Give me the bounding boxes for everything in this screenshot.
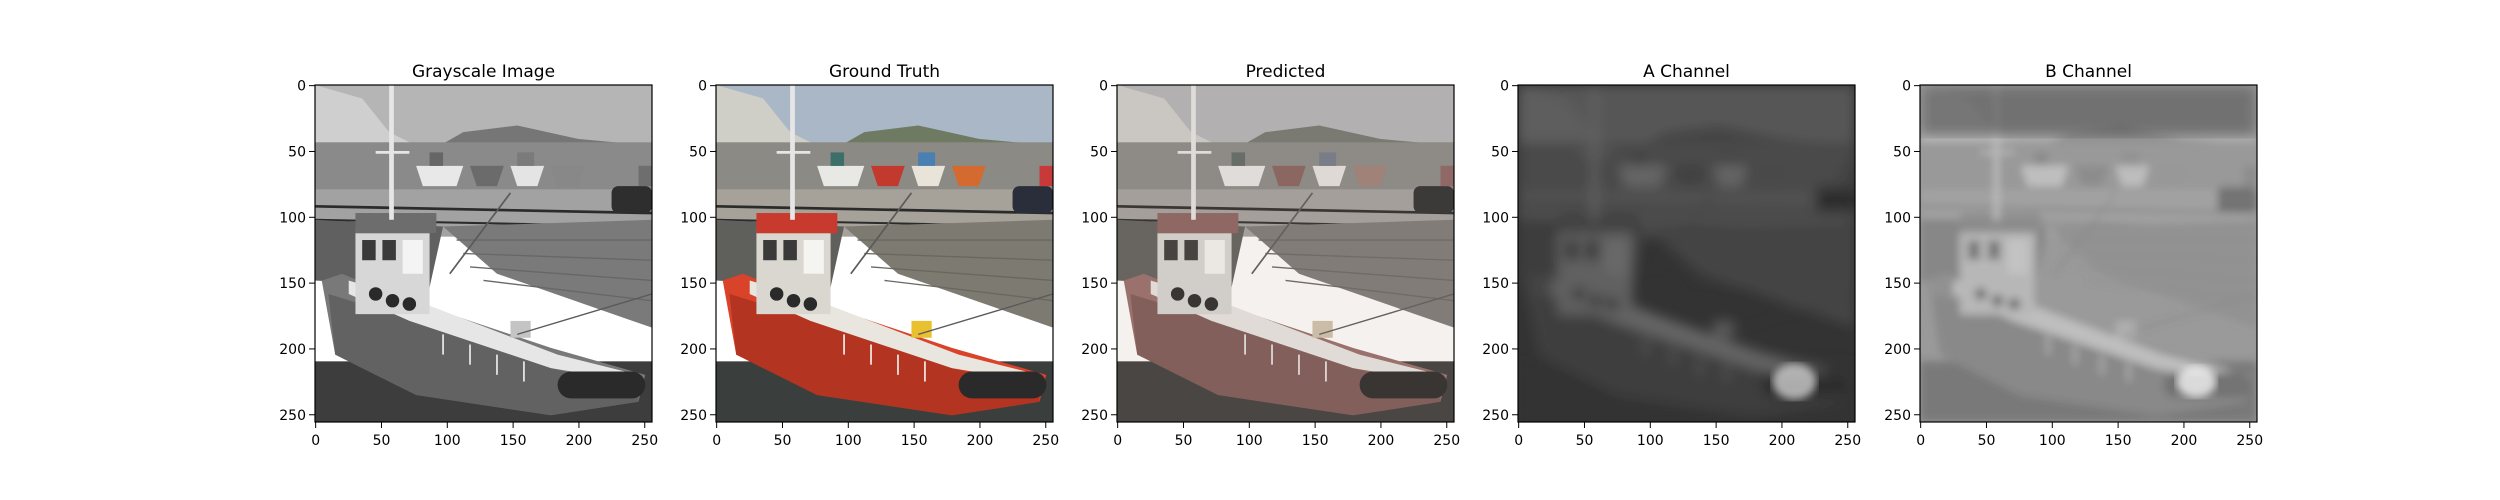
y-tick-label: 250 (279, 408, 306, 424)
x-tick-label: 0 (1916, 433, 1925, 449)
y-tick-label: 50 (1090, 144, 1108, 160)
panel-image (315, 85, 652, 422)
y-tick-label: 0 (1500, 79, 1509, 95)
panel-image (1518, 85, 1855, 422)
panel-color: Ground Truth 0 50 100 150 200 250 0 50 100 150 200 2… (680, 62, 1059, 449)
x-tick-label: 200 (1769, 433, 1796, 449)
x-tick-label: 100 (1236, 433, 1263, 449)
x-tick-label: 200 (967, 433, 994, 449)
panel-pred: Predicted 0 50 100 150 200 250 0 50 100 150 200 250 (1081, 62, 1460, 449)
y-tick-label: 100 (680, 210, 707, 226)
x-tick-label: 150 (2105, 433, 2132, 449)
y-tick-label: 150 (1081, 276, 1108, 292)
x-tick-label: 250 (1433, 433, 1460, 449)
x-tick-label: 150 (1703, 433, 1730, 449)
y-tick-label: 100 (279, 210, 306, 226)
y-tick-label: 150 (1482, 276, 1509, 292)
x-tick-label: 50 (1576, 433, 1594, 449)
axes-frame (314, 84, 653, 423)
panel-chanA: A Channel 0 50 100 150 200 250 0 50 100 150 200 250 (1482, 62, 1861, 449)
x-tick-label: 100 (835, 433, 862, 449)
y-tick-label: 200 (1482, 342, 1509, 358)
y-tick-label: 200 (279, 342, 306, 358)
panel-title: Predicted (1246, 62, 1326, 82)
y-tick-label: 250 (1081, 408, 1108, 424)
panel-chanB: B Channel 0 50 100 150 200 250 0 50 100 150 200 250 (1884, 62, 2263, 449)
y-tick-label: 50 (689, 144, 707, 160)
y-tick-label: 150 (279, 276, 306, 292)
y-tick-label: 0 (1902, 79, 1911, 95)
x-tick-label: 150 (500, 433, 527, 449)
y-tick-label: 150 (1884, 276, 1911, 292)
y-tick-label: 200 (1884, 342, 1911, 358)
y-tick-label: 50 (1491, 144, 1509, 160)
y-tick-label: 100 (1884, 210, 1911, 226)
x-tick-label: 100 (1637, 433, 1664, 449)
panel-image (716, 85, 1053, 422)
x-tick-label: 200 (2171, 433, 2198, 449)
x-tick-label: 50 (774, 433, 792, 449)
x-tick-label: 50 (373, 433, 391, 449)
y-tick-label: 150 (680, 276, 707, 292)
y-tick-label: 0 (297, 79, 306, 95)
y-tick-label: 0 (698, 79, 707, 95)
y-tick-label: 250 (1482, 408, 1509, 424)
x-tick-label: 250 (1032, 433, 1059, 449)
x-tick-label: 150 (901, 433, 928, 449)
x-tick-label: 100 (434, 433, 461, 449)
panel-title: Grayscale Image (412, 62, 555, 82)
y-tick-label: 50 (1893, 144, 1911, 160)
y-tick-label: 0 (1099, 79, 1108, 95)
panel-title: Ground Truth (829, 62, 940, 82)
x-tick-label: 200 (1368, 433, 1395, 449)
panel-title: A Channel (1643, 62, 1730, 82)
x-tick-label: 200 (566, 433, 593, 449)
axes-frame (1517, 84, 1856, 423)
y-tick-label: 100 (1081, 210, 1108, 226)
x-tick-label: 0 (712, 433, 721, 449)
y-tick-label: 50 (288, 144, 306, 160)
y-tick-label: 200 (1081, 342, 1108, 358)
y-tick-label: 250 (1884, 408, 1911, 424)
x-tick-label: 150 (1302, 433, 1329, 449)
panel-title: B Channel (2045, 62, 2132, 82)
panel-image (1920, 85, 2257, 422)
axes-frame (1919, 84, 2258, 423)
x-tick-label: 250 (2236, 433, 2263, 449)
x-tick-label: 250 (631, 433, 658, 449)
panel-gray: Grayscale Image 0 50 100 150 200 250 0 50 100 150 2… (279, 62, 658, 449)
axes-frame (1116, 84, 1455, 423)
panel-image (1117, 85, 1454, 422)
x-tick-label: 100 (2039, 433, 2066, 449)
x-tick-label: 50 (1978, 433, 1996, 449)
x-tick-label: 250 (1834, 433, 1861, 449)
y-tick-label: 200 (680, 342, 707, 358)
x-tick-label: 0 (1113, 433, 1122, 449)
x-tick-label: 0 (311, 433, 320, 449)
y-tick-label: 250 (680, 408, 707, 424)
x-tick-label: 0 (1514, 433, 1523, 449)
axes-frame (715, 84, 1054, 423)
x-tick-label: 50 (1175, 433, 1193, 449)
y-tick-label: 100 (1482, 210, 1509, 226)
